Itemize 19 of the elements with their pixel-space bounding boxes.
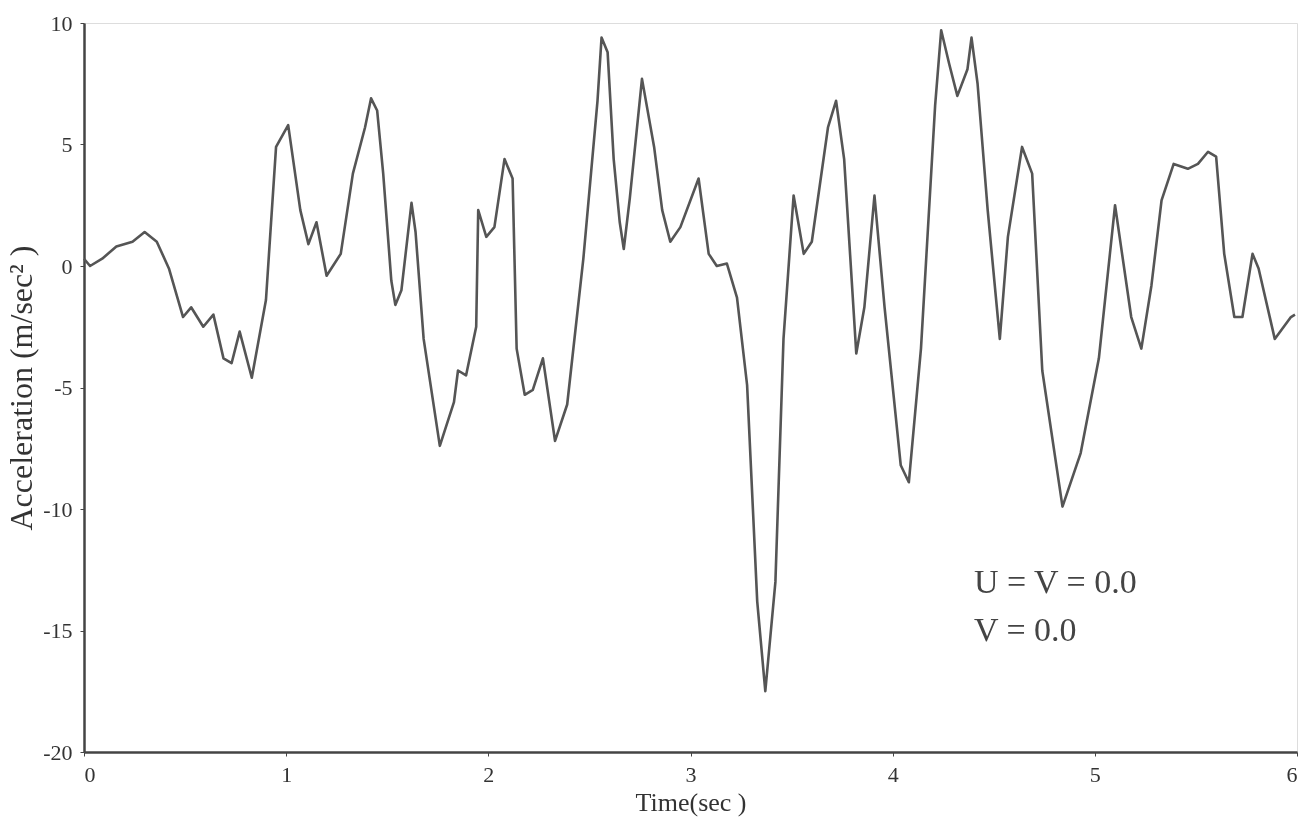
x-tick-label: 0: [84, 761, 96, 787]
y-tick-label: 5: [61, 132, 73, 157]
y-axis-title: Acceleration (m/sec² ): [3, 245, 40, 531]
x-tick-label: 5: [1089, 761, 1101, 787]
line-series: [82, 28, 1297, 693]
annotation: V = 0.0: [974, 611, 1077, 648]
x-tick-label: 6: [1286, 761, 1298, 787]
y-tick-label: -10: [43, 496, 73, 522]
x-tick-label: 3: [685, 761, 697, 787]
y-tick-label: -15: [43, 618, 73, 643]
y-tick-label: 10: [50, 10, 73, 36]
x-tick-label: 4: [887, 761, 899, 787]
y-tick-label: -5: [54, 375, 73, 400]
x-axis-title: Time(sec ): [635, 787, 747, 817]
x-tick-label: 2: [483, 761, 495, 787]
y-tick-label: 0: [61, 253, 73, 279]
y-tick-label: -20: [43, 739, 73, 765]
x-tick-label: 1: [281, 761, 293, 787]
annotation: U = V = 0.0: [974, 563, 1137, 600]
